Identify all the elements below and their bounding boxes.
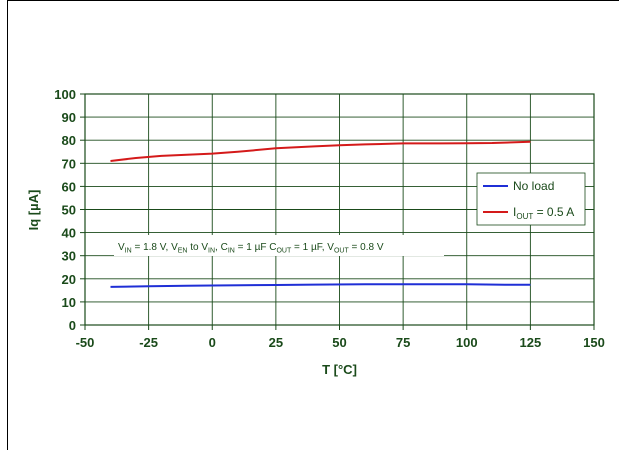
- y-tick-label: 20: [62, 272, 76, 287]
- x-axis-label: T [°C]: [322, 362, 357, 377]
- y-tick-label: 60: [62, 179, 76, 194]
- x-tick-label: 100: [456, 335, 478, 350]
- x-tick-label: 75: [396, 335, 410, 350]
- y-tick-label: 40: [62, 226, 76, 241]
- x-tick-label: -50: [76, 335, 95, 350]
- y-tick-label: 90: [62, 110, 76, 125]
- x-tick-label: 0: [209, 335, 216, 350]
- y-tick-label: 70: [62, 156, 76, 171]
- x-tick-label: 25: [269, 335, 283, 350]
- y-tick-label: 100: [54, 87, 76, 102]
- legend-label-no-load: No load: [513, 179, 554, 193]
- x-tick-labels: -50 -25 0 25 50 75 100 125 150: [76, 335, 605, 350]
- y-tick-label: 10: [62, 295, 76, 310]
- x-tick-label: 125: [520, 335, 542, 350]
- legend: No load IOUT = 0.5 A: [477, 173, 585, 225]
- y-axis-label: Iq [µA]: [26, 190, 41, 231]
- y-tick-label: 50: [62, 203, 76, 218]
- x-tick-label: -25: [139, 335, 158, 350]
- x-tick-label: 150: [583, 335, 605, 350]
- y-tick-labels: 0 10 20 30 40 50 60 70 80 90 100: [54, 87, 76, 333]
- y-tick-label: 80: [62, 133, 76, 148]
- y-tick-label: 30: [62, 249, 76, 264]
- x-tick-label: 50: [332, 335, 346, 350]
- y-tick-label: 0: [69, 318, 76, 333]
